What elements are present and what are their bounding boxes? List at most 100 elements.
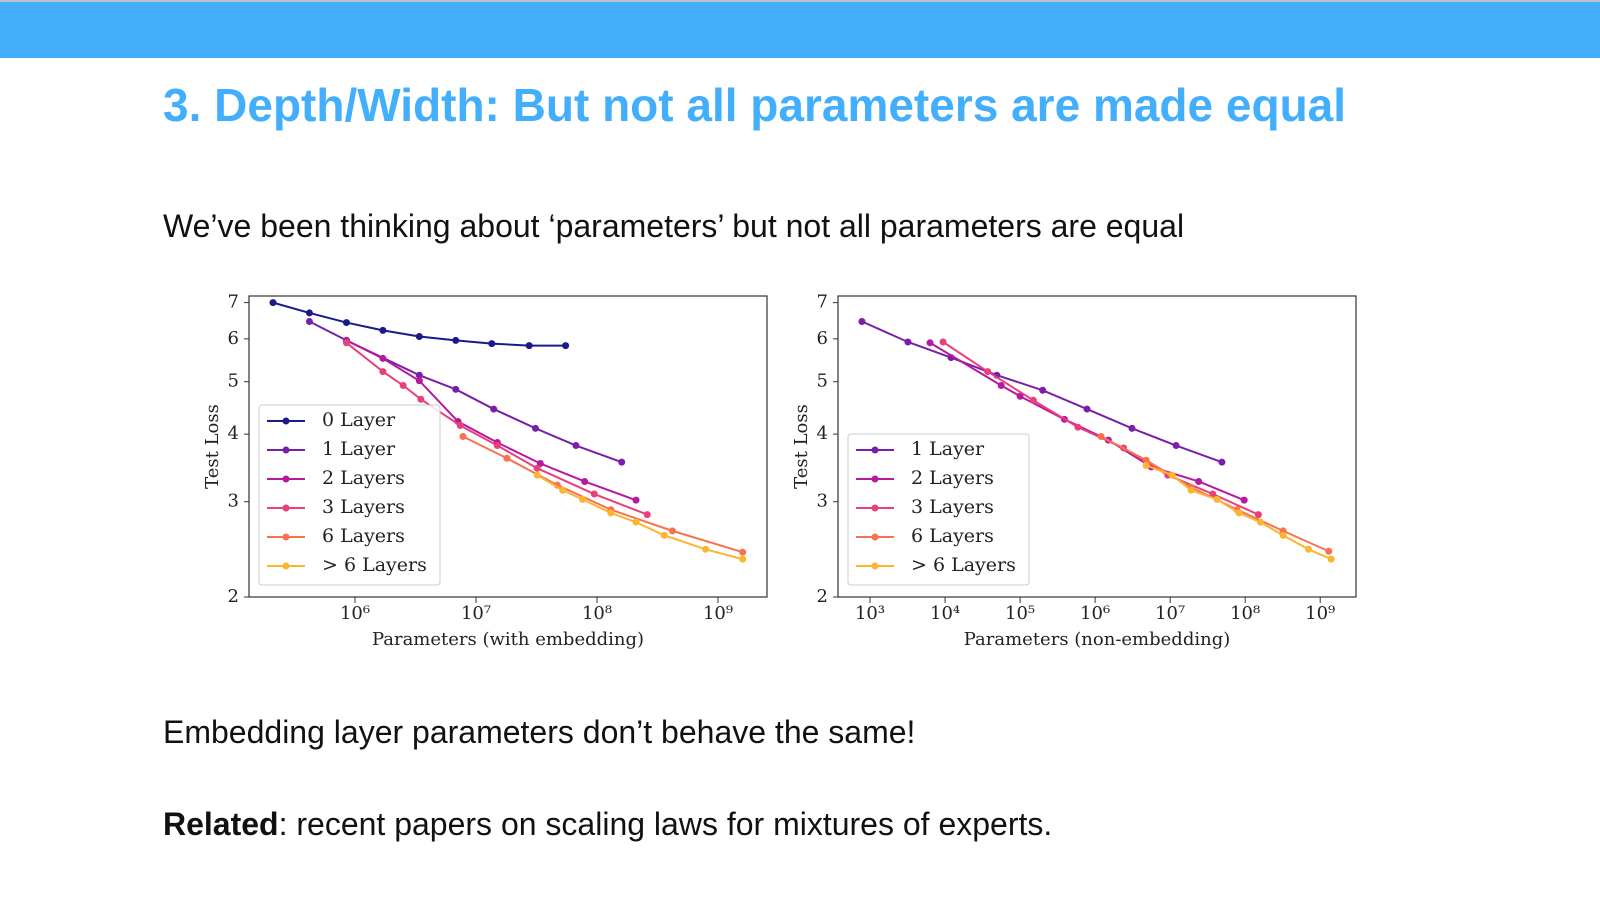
data-point xyxy=(415,377,423,385)
data-point xyxy=(607,509,615,517)
data-point xyxy=(1327,555,1335,563)
x-tick-label: 10³ xyxy=(855,603,885,624)
y-tick-label: 4 xyxy=(817,423,828,444)
x-tick-label: 10⁹ xyxy=(703,603,733,624)
legend-marker xyxy=(282,475,290,483)
data-point xyxy=(562,342,570,350)
x-tick-label: 10⁶ xyxy=(340,603,370,624)
data-point xyxy=(1016,392,1024,400)
data-point xyxy=(559,486,567,494)
x-tick-label: 10⁶ xyxy=(1080,603,1110,624)
y-tick-label: 6 xyxy=(228,328,239,349)
data-point xyxy=(1195,477,1203,485)
data-point xyxy=(579,495,587,503)
data-point xyxy=(379,368,387,376)
data-point xyxy=(305,309,313,317)
data-point xyxy=(1305,545,1313,553)
data-point xyxy=(632,518,640,526)
x-tick-label: 10⁷ xyxy=(1155,603,1185,624)
x-tick-label: 10⁸ xyxy=(1230,603,1260,624)
data-point xyxy=(269,299,277,307)
data-point xyxy=(1254,511,1262,519)
legend-label: > 6 Layers xyxy=(322,554,427,576)
data-point xyxy=(1168,471,1176,479)
plot-frame xyxy=(837,295,1357,598)
y-axis-label: Test Loss xyxy=(202,404,223,489)
data-point xyxy=(533,464,541,472)
data-point xyxy=(590,490,598,498)
data-point xyxy=(415,333,423,341)
data-point xyxy=(904,338,912,346)
legend-marker xyxy=(282,562,290,570)
plot-frame xyxy=(248,295,768,598)
legend-marker xyxy=(282,533,290,541)
data-point xyxy=(984,368,992,376)
data-point xyxy=(503,454,511,462)
series-line xyxy=(462,435,744,554)
data-point xyxy=(493,442,501,450)
y-tick-label: 4 xyxy=(228,423,239,444)
y-tick-label: 2 xyxy=(817,586,828,607)
x-tick-label: 10⁹ xyxy=(1305,603,1335,624)
related-text: Related: recent papers on scaling laws f… xyxy=(163,806,1052,843)
x-tick-label: 10⁸ xyxy=(582,603,612,624)
related-label: Related xyxy=(163,806,279,842)
y-tick-label: 3 xyxy=(817,491,828,512)
data-point xyxy=(1235,509,1243,517)
data-point xyxy=(1213,495,1221,503)
data-point xyxy=(379,326,387,334)
y-tick-label: 5 xyxy=(817,371,828,392)
top-bar xyxy=(0,0,1600,58)
legend-label: 1 Layer xyxy=(322,438,396,460)
data-point xyxy=(525,342,533,350)
y-tick-label: 7 xyxy=(817,292,828,313)
note-text: Embedding layer parameters don’t behave … xyxy=(163,714,916,750)
legend-label: 0 Layer xyxy=(322,409,396,431)
y-axis-label: Test Loss xyxy=(791,404,812,489)
y-tick-label: 5 xyxy=(228,371,239,392)
data-point xyxy=(379,354,387,362)
data-point xyxy=(739,548,747,556)
intro-text: We’ve been thinking about ‘parameters’ b… xyxy=(163,208,1185,244)
data-point xyxy=(417,395,425,403)
data-point xyxy=(926,339,934,347)
data-point xyxy=(452,336,460,344)
y-tick-label: 6 xyxy=(817,328,828,349)
legend-marker xyxy=(871,504,879,512)
x-axis-label: Parameters (with embedding) xyxy=(372,629,644,650)
data-point xyxy=(1039,386,1047,394)
related-body: : recent papers on scaling laws for mixt… xyxy=(278,806,1053,842)
data-point xyxy=(1218,458,1226,466)
data-point xyxy=(452,385,460,393)
data-point xyxy=(1142,461,1150,469)
legend-label: 2 Layers xyxy=(322,467,405,489)
legend-label: 6 Layers xyxy=(911,525,994,547)
data-point xyxy=(858,317,866,325)
data-point xyxy=(1074,423,1082,431)
legend-label: 3 Layers xyxy=(911,496,994,518)
data-point xyxy=(459,432,467,440)
data-point xyxy=(1279,531,1287,539)
x-tick-label: 10⁷ xyxy=(461,603,491,624)
data-point xyxy=(1142,456,1150,464)
x-axis-label: Parameters (non-embedding) xyxy=(964,629,1231,650)
data-point xyxy=(1209,490,1217,498)
data-point xyxy=(939,338,947,346)
legend-marker xyxy=(871,446,879,454)
legend-label: 2 Layers xyxy=(911,467,994,489)
legend-label: 6 Layers xyxy=(322,525,405,547)
data-point xyxy=(490,405,498,413)
legend-label: 1 Layer xyxy=(911,438,985,460)
data-point xyxy=(702,545,710,553)
data-point xyxy=(1083,405,1091,413)
x-tick-label: 10⁴ xyxy=(930,603,960,624)
data-point xyxy=(997,381,1005,389)
data-point xyxy=(668,527,676,535)
slide-title: 3. Depth/Width: But not all parameters a… xyxy=(163,79,1347,131)
data-point xyxy=(456,421,464,429)
data-point xyxy=(415,371,423,379)
data-point xyxy=(533,471,541,479)
data-point xyxy=(643,511,651,519)
data-point xyxy=(581,477,589,485)
